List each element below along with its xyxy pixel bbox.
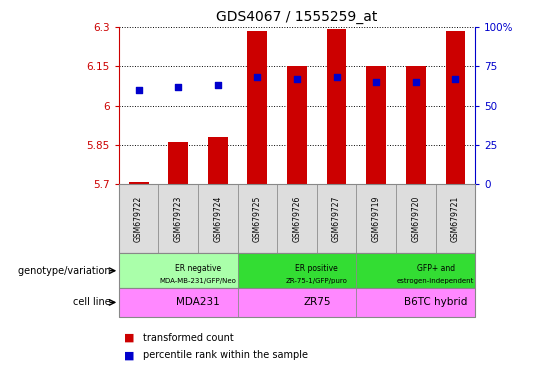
Point bbox=[134, 87, 143, 93]
Title: GDS4067 / 1555259_at: GDS4067 / 1555259_at bbox=[217, 10, 377, 25]
Text: GSM679723: GSM679723 bbox=[174, 196, 183, 242]
Text: GSM679727: GSM679727 bbox=[332, 196, 341, 242]
Bar bbox=[208, 137, 228, 184]
Text: GSM679719: GSM679719 bbox=[372, 196, 381, 242]
Text: GSM679725: GSM679725 bbox=[253, 196, 262, 242]
Bar bbox=[119, 184, 158, 253]
Bar bbox=[247, 31, 267, 184]
Text: genotype/variation: genotype/variation bbox=[18, 266, 113, 276]
Text: estrogen-independent: estrogen-independent bbox=[397, 278, 474, 284]
Text: ■: ■ bbox=[124, 350, 134, 360]
Bar bbox=[436, 184, 475, 253]
Point bbox=[332, 74, 341, 80]
Text: ZR75: ZR75 bbox=[303, 297, 330, 308]
Text: cell line: cell line bbox=[72, 297, 113, 308]
Bar bbox=[366, 66, 386, 184]
Bar bbox=[158, 184, 198, 253]
Point bbox=[372, 79, 381, 85]
Point bbox=[253, 74, 262, 80]
Bar bbox=[406, 66, 426, 184]
Bar bbox=[238, 253, 356, 288]
Bar bbox=[446, 31, 465, 184]
Bar bbox=[238, 288, 356, 317]
Bar bbox=[356, 253, 475, 288]
Bar bbox=[356, 288, 475, 317]
Text: transformed count: transformed count bbox=[143, 333, 234, 343]
Bar bbox=[277, 184, 317, 253]
Bar bbox=[317, 184, 356, 253]
Bar bbox=[168, 142, 188, 184]
Text: GSM679726: GSM679726 bbox=[293, 196, 301, 242]
Text: ER negative: ER negative bbox=[175, 265, 221, 273]
Point bbox=[213, 82, 222, 88]
Bar bbox=[119, 288, 238, 317]
Bar bbox=[119, 253, 238, 288]
Bar bbox=[396, 184, 436, 253]
Bar bbox=[287, 66, 307, 184]
Point bbox=[451, 76, 460, 82]
Text: MDA231: MDA231 bbox=[176, 297, 220, 308]
Bar bbox=[356, 184, 396, 253]
Text: ZR-75-1/GFP/puro: ZR-75-1/GFP/puro bbox=[286, 278, 348, 284]
Text: B6TC hybrid: B6TC hybrid bbox=[404, 297, 467, 308]
Text: ER positive: ER positive bbox=[295, 265, 338, 273]
Text: GSM679721: GSM679721 bbox=[451, 196, 460, 242]
Bar bbox=[198, 184, 238, 253]
Text: MDA-MB-231/GFP/Neo: MDA-MB-231/GFP/Neo bbox=[159, 278, 237, 284]
Text: ■: ■ bbox=[124, 333, 134, 343]
Text: GSM679720: GSM679720 bbox=[411, 196, 420, 242]
Bar bbox=[327, 29, 347, 184]
Text: GSM679722: GSM679722 bbox=[134, 196, 143, 242]
Bar bbox=[129, 182, 148, 184]
Text: GFP+ and: GFP+ and bbox=[416, 265, 455, 273]
Bar bbox=[238, 184, 277, 253]
Point bbox=[174, 84, 183, 90]
Text: percentile rank within the sample: percentile rank within the sample bbox=[143, 350, 308, 360]
Text: GSM679724: GSM679724 bbox=[213, 196, 222, 242]
Point bbox=[293, 76, 301, 82]
Point bbox=[411, 79, 420, 85]
